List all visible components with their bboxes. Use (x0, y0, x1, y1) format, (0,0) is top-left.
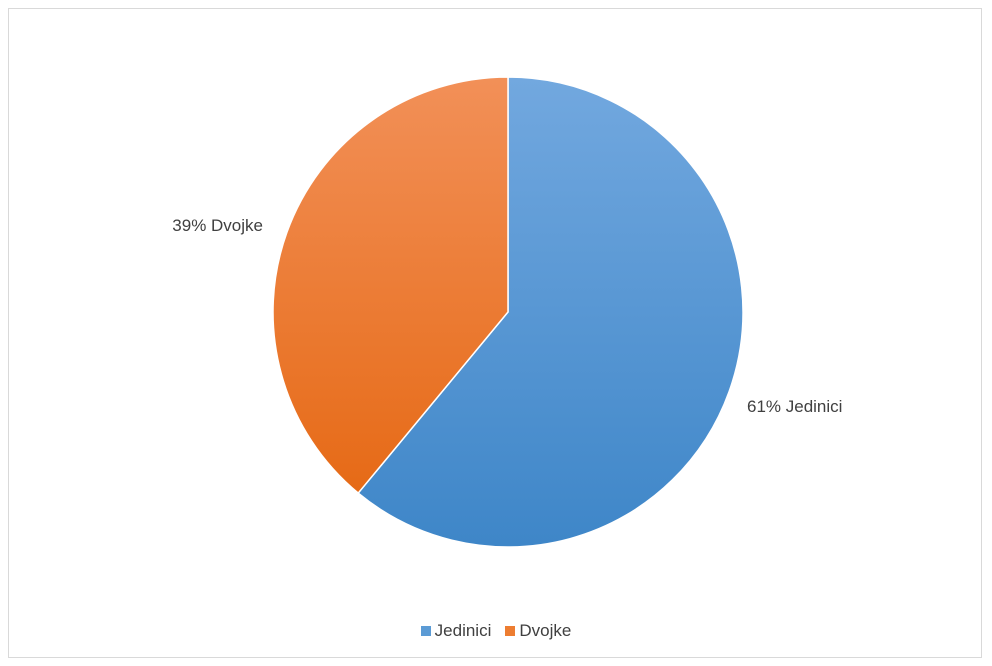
pie-chart: 61% Jedinici 39% Dvojke (172, 76, 842, 548)
legend-swatch-dvojke (505, 626, 516, 636)
legend-swatch-jedinici (420, 626, 431, 636)
pie-slice-dvojke (272, 76, 509, 495)
legend-label-jedinici: Jedinici (434, 621, 492, 640)
data-label-jedinici: 61% Jedinici (747, 397, 842, 416)
data-label-dvojke: 39% Dvojke (172, 216, 263, 235)
chart-area: 61% Jedinici 39% Dvojke Jedinici Dvojke (8, 8, 982, 658)
legend-label-dvojke: Dvojke (519, 621, 572, 640)
pie-slice-jedinici (357, 76, 744, 548)
legend-item-jedinici: Jedinici (420, 621, 492, 641)
legend-item-dvojke: Dvojke (505, 621, 571, 641)
legend: Jedinici Dvojke (9, 621, 983, 641)
